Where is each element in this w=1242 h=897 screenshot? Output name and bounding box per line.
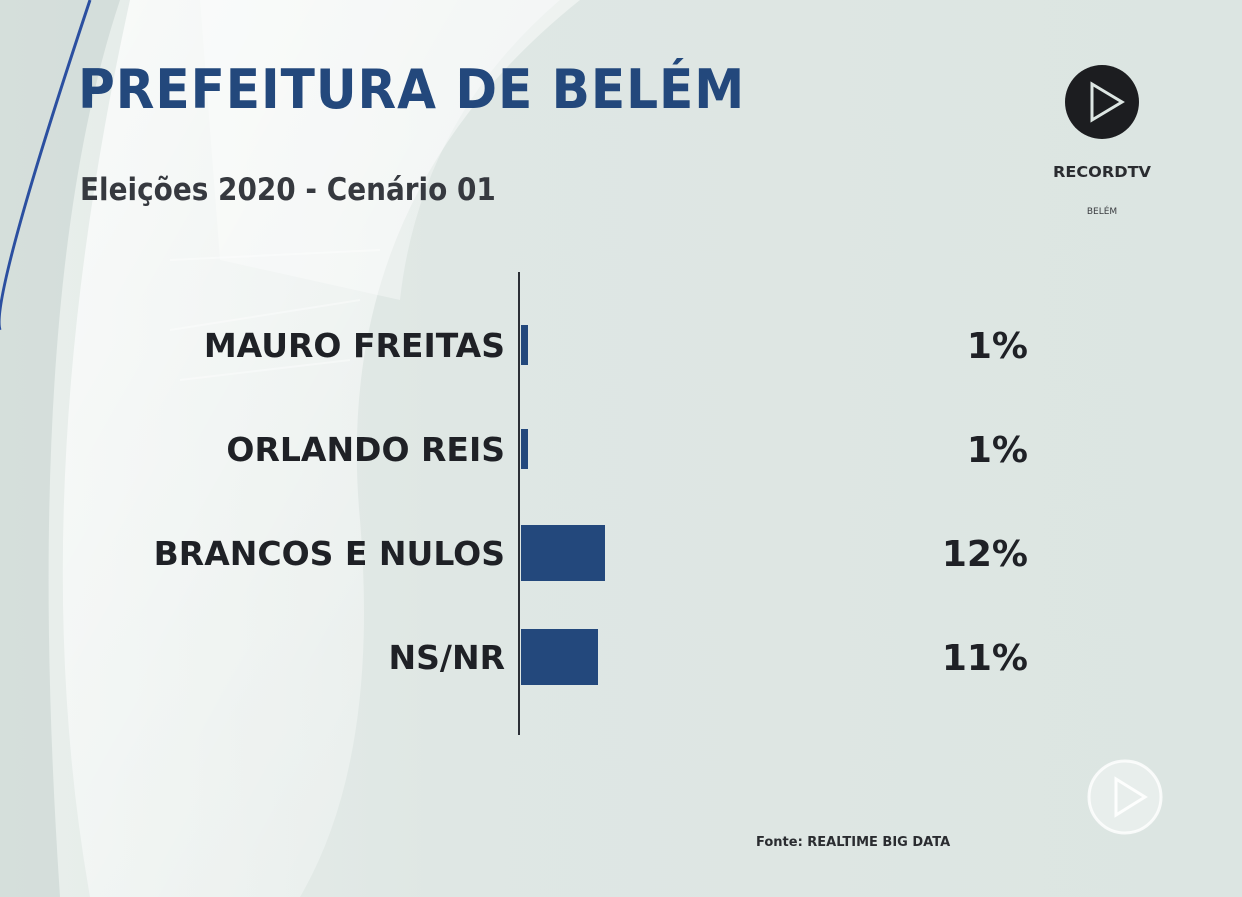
category-label-brancos-e-nulos: BRANCOS E NULOS — [154, 534, 505, 573]
bar-mauro-freitas — [521, 325, 528, 365]
value-label-orlando-reis: 1% — [967, 430, 1028, 471]
logo-region: BELÉM — [1087, 205, 1117, 217]
record-tv-logo: RECORDTV BELÉM — [1053, 65, 1151, 217]
bar-brancos-e-nulos — [521, 525, 605, 581]
bar-ns-nr — [521, 629, 598, 685]
bar-orlando-reis — [521, 429, 528, 469]
source-note: Fonte: REALTIME BIG DATA — [756, 835, 951, 850]
category-label-orlando-reis: ORLANDO REIS — [226, 430, 505, 469]
logo-text: RECORDTV — [1053, 163, 1151, 181]
page-title: PREFEITURA DE BELÉM — [78, 58, 746, 121]
category-label-mauro-freitas: MAURO FREITAS — [204, 326, 505, 365]
value-label-brancos-e-nulos: 12% — [942, 534, 1028, 575]
value-label-mauro-freitas: 1% — [967, 326, 1028, 367]
record-tv-play-icon — [1065, 65, 1139, 139]
record-play-watermark-icon — [1087, 759, 1163, 835]
page-subtitle: Eleições 2020 - Cenário 01 — [80, 172, 496, 208]
category-label-ns-nr: NS/NR — [389, 638, 505, 677]
value-label-ns-nr: 11% — [942, 638, 1028, 679]
